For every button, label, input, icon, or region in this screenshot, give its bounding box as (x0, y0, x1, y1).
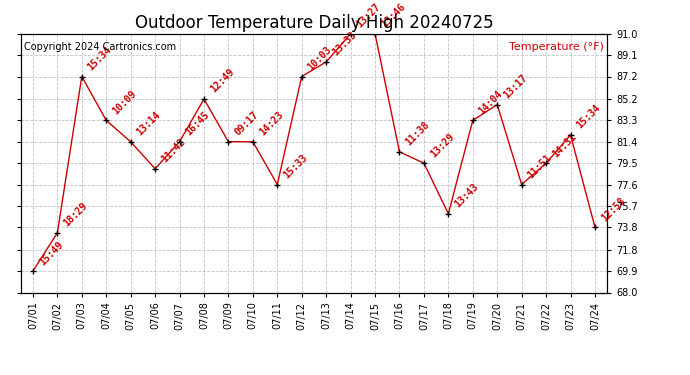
Text: 13:17: 13:17 (502, 73, 529, 100)
Text: 11:38: 11:38 (404, 120, 431, 148)
Text: 11:42: 11:42 (159, 137, 187, 165)
Text: 11:51: 11:51 (526, 153, 553, 180)
Text: 13:46: 13:46 (380, 2, 407, 30)
Text: 13:33: 13:33 (331, 30, 358, 58)
Text: 14:31: 14:31 (550, 131, 578, 159)
Text: 12:49: 12:49 (208, 67, 236, 95)
Text: 13:29: 13:29 (428, 131, 456, 159)
Text: 16:45: 16:45 (184, 110, 212, 138)
Text: Copyright 2024 Cartronics.com: Copyright 2024 Cartronics.com (23, 42, 176, 51)
Text: 10:09: 10:09 (110, 88, 138, 116)
Text: 12:58: 12:58 (599, 195, 627, 223)
Text: 18:29: 18:29 (61, 201, 90, 229)
Text: Temperature (°F): Temperature (°F) (509, 42, 604, 51)
Text: 09:17: 09:17 (233, 110, 260, 138)
Text: 15:49: 15:49 (37, 239, 65, 267)
Text: 15:33: 15:33 (282, 153, 309, 180)
Text: 14:04: 14:04 (477, 88, 505, 116)
Text: 14:23: 14:23 (257, 110, 285, 138)
Title: Outdoor Temperature Daily High 20240725: Outdoor Temperature Daily High 20240725 (135, 14, 493, 32)
Text: 15:34: 15:34 (575, 103, 602, 131)
Text: 13:14: 13:14 (135, 110, 163, 138)
Text: 15:34: 15:34 (86, 45, 114, 72)
Text: 13:43: 13:43 (453, 182, 480, 210)
Text: 10:03: 10:03 (306, 45, 334, 72)
Text: 13:27: 13:27 (355, 2, 383, 30)
